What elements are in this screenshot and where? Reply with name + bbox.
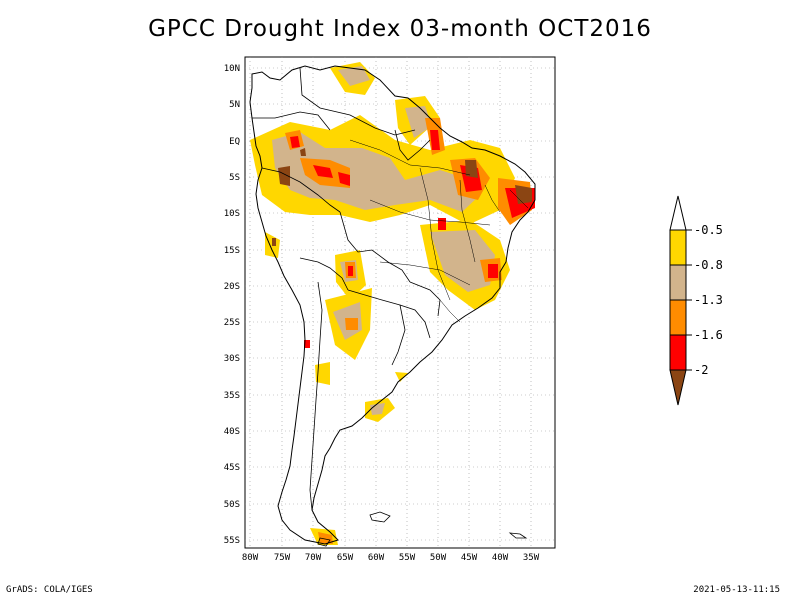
colorbar-bottom-arrow: [669, 369, 687, 406]
colorbar-swatch-red: [669, 334, 687, 371]
lat-label: 10S: [224, 209, 240, 219]
lat-label: 55S: [224, 536, 240, 546]
legend-label: -2: [694, 363, 708, 377]
lon-label: 75W: [274, 553, 291, 563]
lon-label: 55W: [399, 553, 416, 563]
lat-label: 35S: [224, 391, 240, 401]
drought-level-tan: [272, 66, 495, 415]
lon-label: 70W: [305, 553, 322, 563]
lon-label: 40W: [492, 553, 509, 563]
coastline: [249, 65, 536, 545]
legend-label: -1.6: [694, 328, 723, 342]
lat-label: 25S: [224, 318, 240, 328]
legend-label: -0.8: [694, 258, 723, 272]
lon-label: 35W: [523, 553, 540, 563]
state-borders: [349, 139, 529, 323]
lon-label: 45W: [461, 553, 478, 563]
lat-label: 50S: [224, 500, 240, 510]
footer-timestamp: 2021-05-13-11:15: [693, 585, 780, 595]
colorbar-swatch-yellow: [669, 229, 687, 266]
lat-label: 5S: [229, 173, 240, 183]
lat-label: 10N: [224, 64, 240, 74]
lat-label: 5N: [229, 100, 240, 110]
islands: [317, 511, 528, 547]
longitude-labels: 80W 75W 70W 65W 60W 55W 50W 45W 40W 35W: [242, 553, 540, 563]
lat-label: EQ: [229, 137, 240, 147]
footer-credit: GrADS: COLA/IGES: [6, 585, 93, 595]
lon-label: 60W: [368, 553, 385, 563]
legend-label: -0.5: [694, 223, 723, 237]
chart-title: GPCC Drought Index 03-month OCT2016: [148, 16, 652, 42]
lat-label: 30S: [224, 354, 240, 364]
colorbar-legend: -0.5 -0.8 -1.3 -1.6 -2: [669, 195, 723, 406]
lat-label: 45S: [224, 463, 240, 473]
lon-label: 80W: [242, 553, 259, 563]
lon-label: 50W: [430, 553, 447, 563]
map-frame: [244, 56, 556, 549]
lon-label: 65W: [337, 553, 354, 563]
lat-label: 40S: [224, 427, 240, 437]
colorbar-swatch-orange: [669, 299, 687, 336]
latitude-labels: 10N 5N EQ 5S 10S 15S 20S 25S 30S 35S 40S…: [224, 64, 240, 546]
legend-label: -1.3: [694, 293, 723, 307]
lat-label: 20S: [224, 282, 240, 292]
drought-level-brown: [272, 148, 532, 246]
lat-label: 15S: [224, 246, 240, 256]
colorbar-top-arrow: [669, 195, 687, 231]
colorbar-swatch-tan: [669, 264, 687, 301]
country-borders: [252, 67, 441, 511]
